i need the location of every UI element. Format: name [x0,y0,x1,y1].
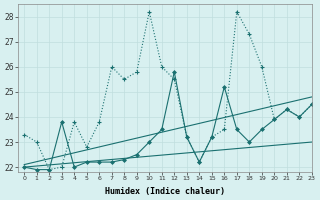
X-axis label: Humidex (Indice chaleur): Humidex (Indice chaleur) [105,187,225,196]
